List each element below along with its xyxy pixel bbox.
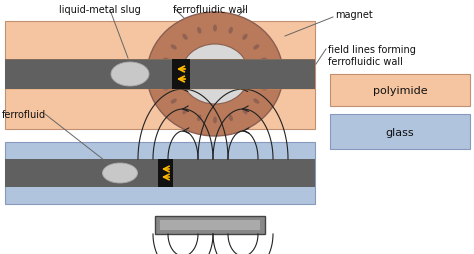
Ellipse shape	[228, 28, 233, 35]
Ellipse shape	[253, 99, 259, 104]
Ellipse shape	[163, 87, 170, 91]
Bar	[5, 159, 315, 187]
Ellipse shape	[171, 99, 177, 104]
Bar	[160, 220, 260, 230]
Ellipse shape	[263, 73, 270, 77]
Bar	[5, 60, 315, 90]
Ellipse shape	[260, 87, 267, 91]
Text: field lines forming
ferrofluidic wall: field lines forming ferrofluidic wall	[328, 45, 416, 66]
Text: glass: glass	[386, 127, 414, 137]
Ellipse shape	[161, 73, 167, 77]
Bar	[158, 159, 173, 187]
Text: polyimide: polyimide	[373, 86, 428, 96]
Ellipse shape	[260, 58, 267, 63]
Bar	[155, 216, 265, 234]
Ellipse shape	[102, 163, 137, 183]
Ellipse shape	[228, 115, 233, 122]
Ellipse shape	[197, 115, 201, 122]
Bar	[330, 75, 470, 107]
Bar	[330, 115, 470, 149]
Ellipse shape	[213, 25, 217, 32]
Text: ferrofluidic wall: ferrofluidic wall	[173, 5, 247, 15]
Ellipse shape	[181, 45, 249, 105]
Bar	[5, 142, 315, 204]
Bar	[5, 60, 315, 90]
Text: magnet: magnet	[335, 10, 373, 20]
Text: ferrofluid: ferrofluid	[2, 109, 46, 120]
Text: liquid-metal slug: liquid-metal slug	[59, 5, 141, 15]
Ellipse shape	[182, 109, 188, 115]
Ellipse shape	[163, 58, 170, 63]
Bar	[172, 60, 190, 90]
Ellipse shape	[213, 117, 217, 124]
Ellipse shape	[147, 13, 283, 136]
Ellipse shape	[242, 109, 247, 115]
Bar	[5, 22, 315, 130]
Ellipse shape	[197, 28, 201, 35]
Ellipse shape	[253, 45, 259, 50]
Ellipse shape	[111, 63, 149, 87]
Ellipse shape	[242, 35, 247, 41]
Ellipse shape	[171, 45, 177, 50]
Ellipse shape	[182, 35, 188, 41]
